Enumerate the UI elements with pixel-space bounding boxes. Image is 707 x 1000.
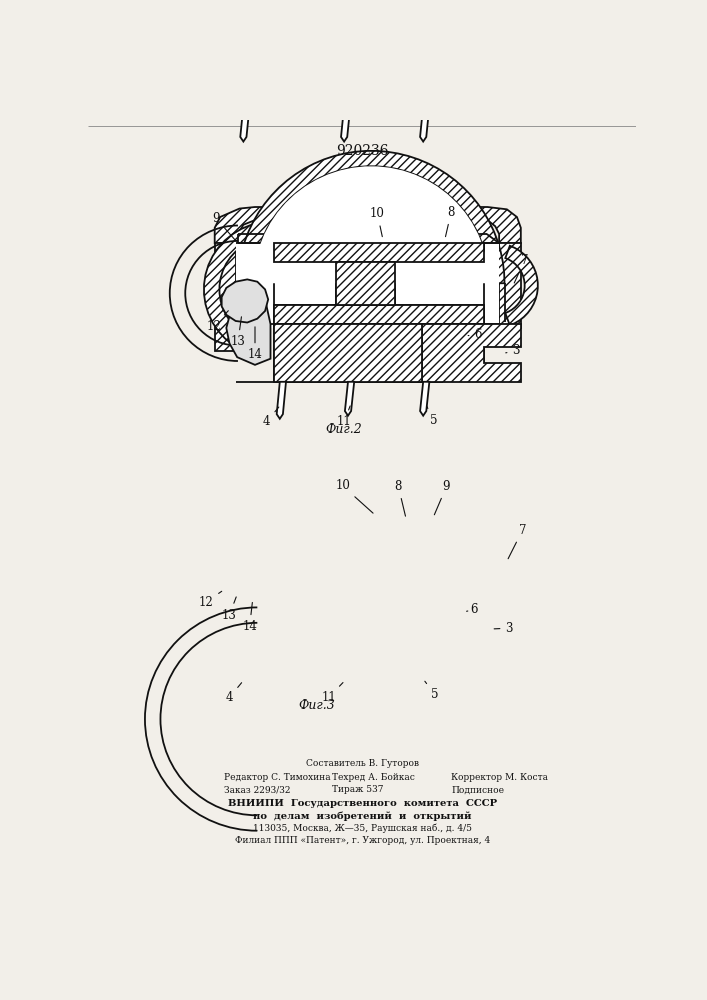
Text: 6: 6 [468,328,482,341]
Polygon shape [341,106,351,142]
Polygon shape [204,223,263,356]
Text: 10: 10 [0,999,1,1000]
Polygon shape [499,243,521,328]
Polygon shape [274,243,484,262]
Text: 920236: 920236 [337,144,389,158]
Text: 8: 8 [395,480,406,516]
Text: 6: 6 [467,603,478,616]
Polygon shape [345,382,354,416]
Text: Фиг.3: Фиг.3 [298,699,335,712]
Polygon shape [337,0,395,29]
Text: 11: 11 [321,683,343,704]
Text: 113035, Москва, Ж—35, Раушская наб., д. 4/5: 113035, Москва, Ж—35, Раушская наб., д. … [253,824,472,833]
Text: по  делам  изобретений  и  открытий: по делам изобретений и открытий [254,811,472,821]
Text: 7: 7 [514,254,528,283]
Text: Техред А. Бойкас: Техред А. Бойкас [332,773,416,782]
Text: 9: 9 [213,212,236,241]
Text: Заказ 2293/32: Заказ 2293/32 [224,785,291,794]
Polygon shape [253,166,489,283]
Polygon shape [240,106,250,142]
Text: 3: 3 [494,622,513,635]
Text: 8: 8 [445,206,455,237]
Polygon shape [238,0,259,48]
Text: Редактор С. Тимохина: Редактор С. Тимохина [224,773,331,782]
Polygon shape [506,246,538,325]
Text: 11: 11 [337,406,351,428]
Text: 10: 10 [335,479,373,513]
Text: 12: 12 [199,591,222,609]
Text: 5: 5 [426,406,437,427]
Polygon shape [215,243,235,351]
Polygon shape [238,48,421,106]
Polygon shape [218,1,273,51]
Text: 14: 14 [247,327,262,361]
Polygon shape [226,25,274,92]
Text: Тираж 537: Тираж 537 [332,785,384,794]
Polygon shape [222,279,268,323]
Polygon shape [274,324,421,382]
Text: Фиг.2: Фиг.2 [326,423,363,436]
Text: 4: 4 [263,407,279,428]
Polygon shape [421,324,521,382]
Text: 3: 3 [506,344,520,358]
Text: 7: 7 [508,524,526,559]
Text: 4: 4 [226,683,242,704]
Polygon shape [420,382,429,416]
Text: 12: 12 [206,311,228,333]
Polygon shape [226,299,271,365]
Text: 10: 10 [370,207,385,237]
Text: 9: 9 [434,480,450,515]
Polygon shape [274,305,484,324]
Polygon shape [274,29,484,48]
Text: Корректор М. Коста: Корректор М. Коста [451,773,548,782]
Text: ВНИИПИ  Государственного  комитета  СССР: ВНИИПИ Государственного комитета СССР [228,799,497,808]
Text: 13: 13 [222,597,237,622]
Text: 13: 13 [230,317,245,348]
Polygon shape [420,106,429,142]
Text: Составитель В. Гуторов: Составитель В. Гуторов [306,759,419,768]
Polygon shape [337,262,395,305]
Text: 14: 14 [242,602,257,633]
Text: Филиал ППП «Патент», г. Ужгород, ул. Проектная, 4: Филиал ППП «Патент», г. Ужгород, ул. Про… [235,836,491,845]
Text: Подписное: Подписное [451,785,504,794]
Polygon shape [235,243,499,328]
Polygon shape [421,48,499,106]
Text: 5: 5 [425,681,438,701]
Polygon shape [276,382,286,419]
Polygon shape [238,151,505,283]
Polygon shape [215,207,521,243]
